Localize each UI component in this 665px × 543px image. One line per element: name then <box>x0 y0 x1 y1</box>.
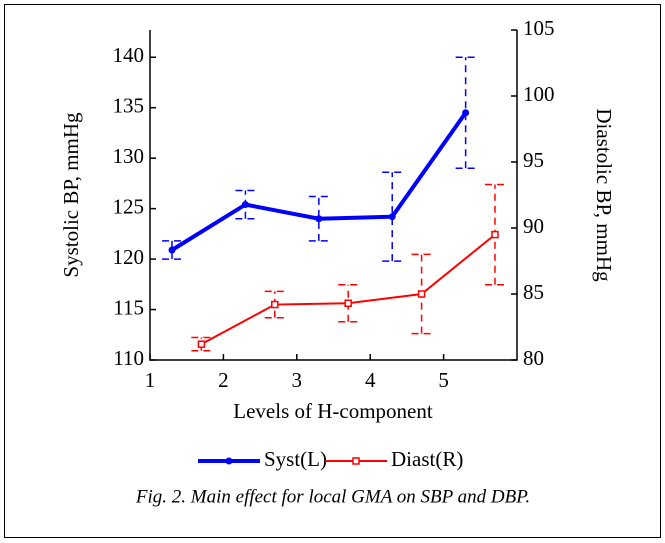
legend-label: Diast(R) <box>391 447 463 471</box>
error-bar <box>455 56 476 170</box>
error-bar <box>382 171 403 262</box>
point <box>462 109 470 117</box>
point <box>197 340 206 348</box>
y2-tick-label: 95 <box>523 148 544 172</box>
y-tick-label: 135 <box>113 94 145 118</box>
y2-axis-label: Diastolic BP, mmHg <box>592 108 616 282</box>
figure-border <box>4 4 661 538</box>
y2-tick-label: 85 <box>523 280 544 304</box>
legend-marker <box>225 457 233 465</box>
series-line <box>200 233 496 346</box>
axis-frame <box>149 30 518 361</box>
y-axis-label: Systolic BP, mmHg <box>59 112 83 278</box>
point <box>388 213 396 221</box>
x-tick-label: 1 <box>145 368 156 392</box>
y-tick-label: 140 <box>113 43 145 67</box>
figure-caption: Fig. 2. Main effect for local GMA on SBP… <box>135 486 530 507</box>
y-tick-label: 130 <box>113 144 145 168</box>
point <box>241 201 249 209</box>
legend-marker <box>352 457 360 465</box>
x-tick-label: 4 <box>365 368 376 392</box>
y2-tick-label: 100 <box>523 82 555 106</box>
point <box>315 215 323 223</box>
point <box>168 246 176 254</box>
y2-tick-label: 105 <box>523 16 555 40</box>
x-tick-label: 2 <box>218 368 229 392</box>
x-axis-label: Levels of H-component <box>233 399 433 423</box>
error-bar <box>308 195 329 242</box>
x-tick-label: 3 <box>292 368 303 392</box>
legend-label: Syst(L) <box>264 447 327 471</box>
point <box>344 299 352 307</box>
point <box>271 300 279 309</box>
y2-tick-label: 90 <box>523 214 544 238</box>
y2-tick-label: 80 <box>523 346 544 370</box>
y-tick-label: 110 <box>113 346 144 370</box>
y-tick-label: 125 <box>113 194 145 218</box>
y-tick-label: 120 <box>113 245 145 269</box>
point <box>417 290 426 298</box>
y-tick-label: 115 <box>113 295 144 319</box>
series-line <box>170 111 468 252</box>
error-bar <box>162 240 183 260</box>
point <box>491 230 499 239</box>
x-tick-label: 5 <box>438 368 449 392</box>
